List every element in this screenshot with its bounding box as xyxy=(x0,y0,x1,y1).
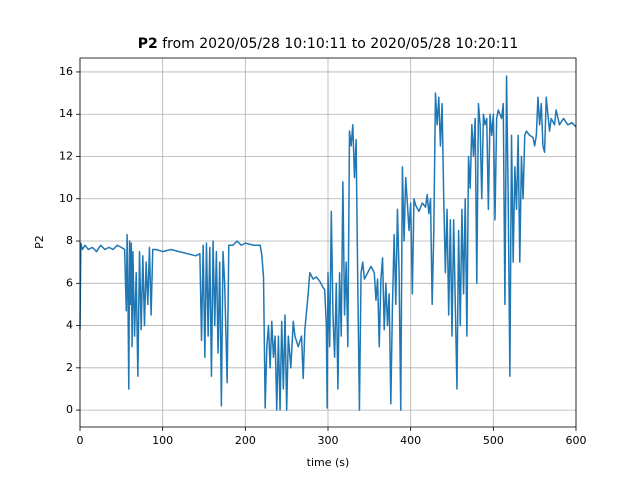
y-axis-label: P2 xyxy=(33,235,46,249)
chart-title: P2 from 2020/05/28 10:10:11 to 2020/05/2… xyxy=(138,36,519,52)
y-tick-label: 6 xyxy=(66,276,73,289)
title-rest: from 2020/05/28 10:10:11 to 2020/05/28 1… xyxy=(162,36,518,52)
x-tick-label: 0 xyxy=(77,434,84,447)
data-line xyxy=(79,75,577,411)
x-tick-label: 300 xyxy=(318,434,339,447)
x-tick-label: 400 xyxy=(400,434,421,447)
y-tick-label: 14 xyxy=(59,107,73,120)
x-tick-label: 500 xyxy=(483,434,504,447)
x-tick-label: 200 xyxy=(235,434,256,447)
y-tick-label: 16 xyxy=(59,65,73,78)
y-tick-label: 4 xyxy=(66,319,73,332)
y-tick-label: 0 xyxy=(66,403,73,416)
x-axis-label: time (s) xyxy=(307,456,350,469)
y-tick-label: 2 xyxy=(66,361,73,374)
y-tick-label: 12 xyxy=(59,149,73,162)
plot-frame xyxy=(79,57,577,428)
y-tick-label: 8 xyxy=(66,234,73,247)
y-tick-label: 10 xyxy=(59,192,73,205)
x-tick-label: 600 xyxy=(566,434,587,447)
x-tick-label: 100 xyxy=(152,434,173,447)
title-bold: P2 xyxy=(138,36,158,52)
